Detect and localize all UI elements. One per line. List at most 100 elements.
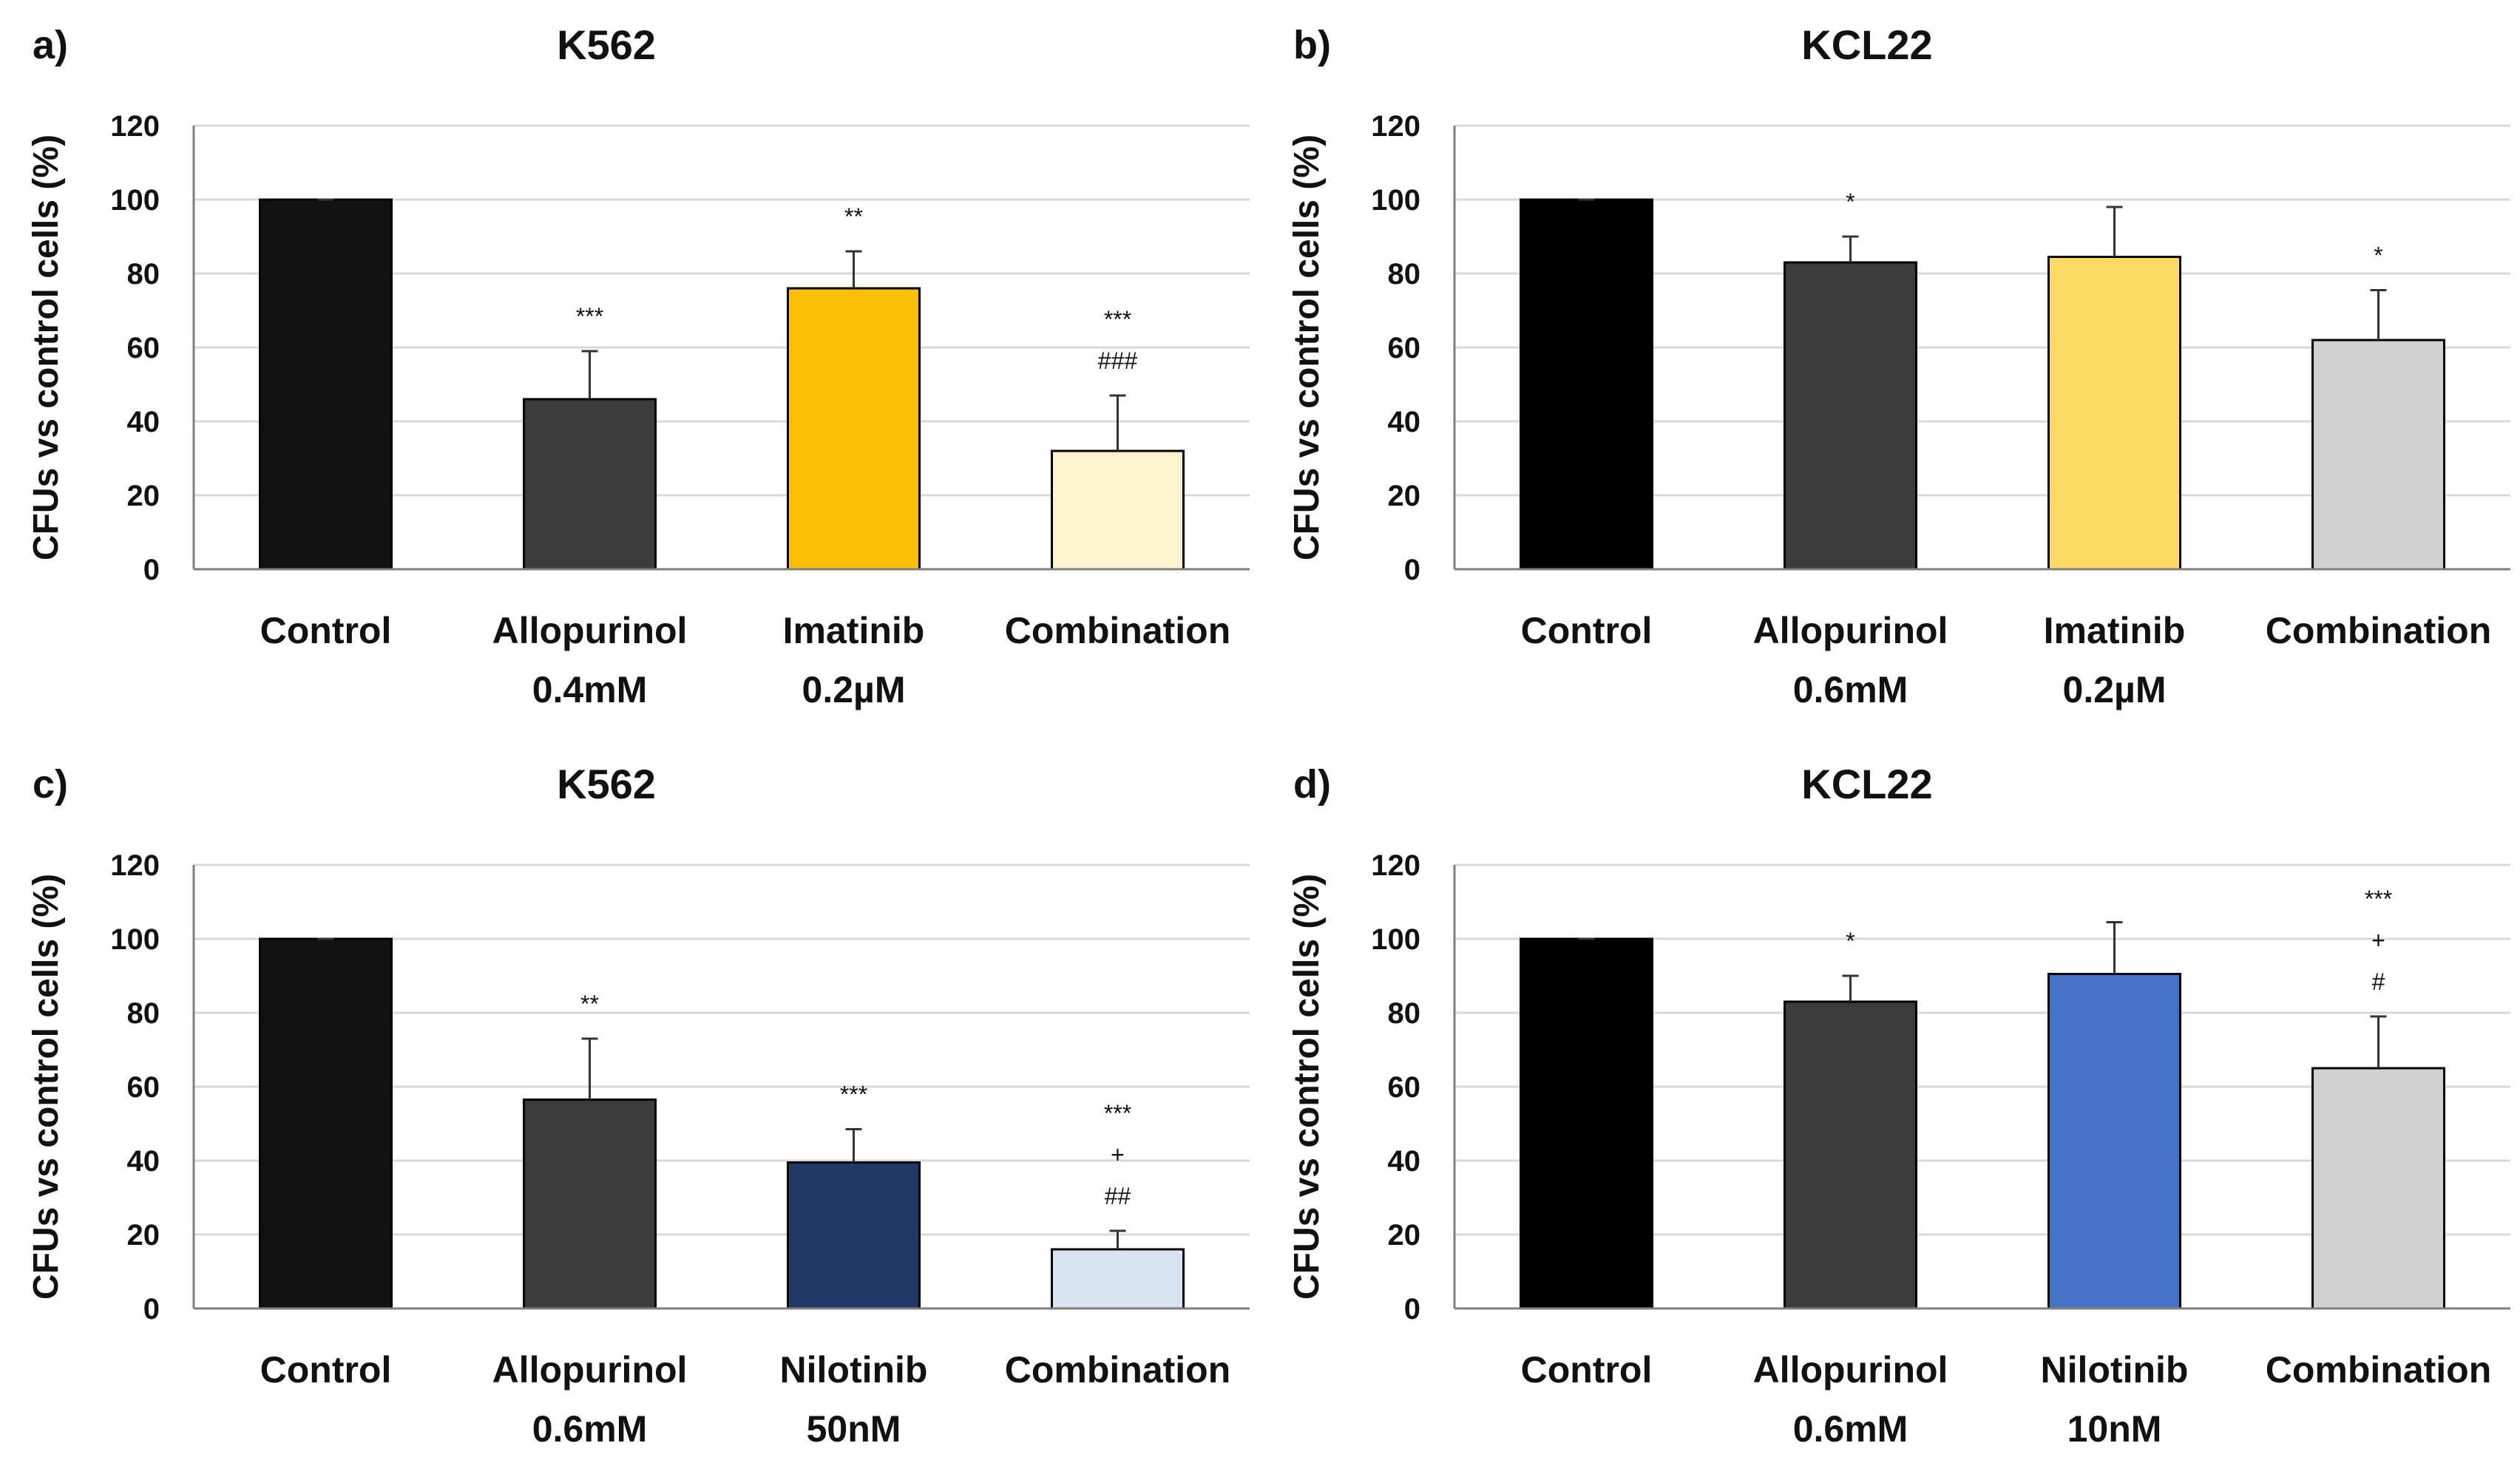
- y-tick-label: 80: [127, 997, 160, 1030]
- significance-label: +: [2371, 927, 2385, 954]
- x-category-label: Nilotinib: [780, 1349, 928, 1391]
- significance-label: ##: [1105, 1183, 1131, 1209]
- y-tick-label: 100: [1371, 184, 1420, 217]
- x-category-label: Control: [1521, 1349, 1653, 1391]
- significance-label: *: [2374, 242, 2382, 269]
- y-tick-label: 40: [127, 1145, 160, 1178]
- x-category-dose: 0.4mM: [532, 669, 648, 710]
- x-category-label: Control: [1521, 610, 1653, 651]
- chart-title: KCL22: [1801, 21, 1933, 68]
- y-tick-label: 100: [1371, 923, 1420, 956]
- x-category-label: Combination: [2266, 1349, 2492, 1391]
- x-category-label: Imatinib: [783, 610, 925, 651]
- bar: [259, 198, 393, 571]
- y-axis-label: CFUs vs control cells (%): [1287, 135, 1327, 560]
- y-tick-label: 40: [1388, 1145, 1421, 1178]
- y-tick-label: 40: [1388, 406, 1421, 438]
- x-category-label: Combination: [1005, 1349, 1231, 1391]
- x-category-dose: 0.6mM: [1793, 669, 1908, 710]
- y-tick-label: 80: [1388, 997, 1421, 1030]
- panel-letter: d): [1293, 762, 1331, 807]
- bar-chart-b: 0 20 40 60 80 100 120 CFUs vs control cells (%)…: [1287, 110, 2510, 710]
- significance-label: #: [2372, 968, 2385, 995]
- chart-title: KCL22: [1801, 761, 1933, 807]
- significance-label: **: [580, 991, 599, 1017]
- significance-label: +: [1111, 1141, 1125, 1168]
- panel-b: b) KCL22 0 20 40 60 80 100 120 CFUs vs control …: [1261, 0, 2518, 739]
- bar: [1520, 198, 1653, 571]
- x-category-dose: 0.6mM: [1793, 1408, 1908, 1450]
- y-tick-label: 120: [1371, 849, 1420, 882]
- bar: [2311, 1067, 2445, 1310]
- panel-letter: c): [33, 762, 69, 807]
- bar: [1051, 1248, 1185, 1310]
- y-tick-label: 20: [1388, 480, 1421, 512]
- y-tick-label: 20: [1388, 1219, 1421, 1252]
- bar: [1784, 1000, 1917, 1310]
- y-tick-label: 120: [110, 110, 160, 143]
- significance-label: ***: [2365, 886, 2392, 912]
- x-category-dose: 10nM: [2067, 1408, 2162, 1450]
- y-axis-label: CFUs vs control cells (%): [27, 135, 66, 560]
- x-category-label: Control: [260, 1349, 392, 1391]
- chart-title: K562: [557, 761, 656, 807]
- y-tick-label: 40: [127, 406, 160, 438]
- bar-chart-a: 0 20 40 60 80 100 120 CFUs vs control cells (%)…: [27, 110, 1250, 710]
- x-category-label: Allopurinol: [492, 1349, 688, 1391]
- x-category-label: Imatinib: [2044, 610, 2186, 651]
- y-tick-label: 100: [110, 923, 160, 956]
- bar-chart-d: 0 20 40 60 80 100 120 CFUs vs control cells (%)…: [1287, 849, 2510, 1450]
- y-tick-label: 100: [110, 184, 160, 217]
- y-tick-label: 20: [127, 480, 160, 512]
- significance-label: **: [844, 203, 863, 230]
- bar: [1784, 261, 1917, 571]
- bar: [787, 1161, 921, 1310]
- x-category-label: Nilotinib: [2041, 1349, 2189, 1391]
- y-tick-label: 0: [1404, 1293, 1420, 1325]
- y-tick-label: 80: [127, 258, 160, 291]
- bar: [523, 398, 657, 571]
- significance-label: ***: [576, 303, 603, 330]
- chart-title: K562: [557, 21, 656, 68]
- y-tick-label: 60: [127, 332, 160, 364]
- x-category-dose: 0.6mM: [532, 1408, 648, 1450]
- significance-label: ***: [1104, 1100, 1131, 1127]
- significance-label: *: [1846, 189, 1855, 215]
- x-category-label: Allopurinol: [1753, 1349, 1948, 1391]
- x-category-dose: 50nM: [807, 1408, 901, 1450]
- y-tick-label: 20: [127, 1219, 160, 1252]
- y-tick-label: 0: [143, 554, 160, 586]
- bar: [787, 287, 921, 571]
- x-category-label: Control: [260, 610, 392, 651]
- y-tick-label: 60: [127, 1071, 160, 1104]
- x-category-dose: 0.2µM: [802, 669, 906, 710]
- significance-label: *: [1846, 928, 1855, 954]
- bar: [2311, 339, 2445, 571]
- y-tick-label: 60: [1388, 332, 1421, 364]
- significance-label: ***: [840, 1082, 867, 1108]
- y-axis-label: CFUs vs control cells (%): [27, 874, 66, 1300]
- panel-d: d) KCL22 0 20 40 60 80 100 120 CFUs vs control …: [1261, 739, 2518, 1477]
- bar: [523, 1099, 657, 1310]
- bar: [2048, 256, 2181, 571]
- y-tick-label: 60: [1388, 1071, 1421, 1104]
- significance-label: ***: [1104, 306, 1131, 333]
- bar: [259, 937, 393, 1310]
- significance-label: ###: [1098, 347, 1138, 374]
- x-category-label: Combination: [2266, 610, 2492, 651]
- panel-letter: a): [33, 23, 69, 67]
- y-tick-label: 0: [1404, 554, 1420, 586]
- y-tick-label: 120: [110, 849, 160, 882]
- bar-chart-c: 0 20 40 60 80 100 120 CFUs vs control cells (%)…: [27, 849, 1250, 1450]
- y-axis-label: CFUs vs control cells (%): [1287, 874, 1327, 1300]
- x-category-label: Allopurinol: [492, 610, 688, 651]
- x-category-label: Allopurinol: [1753, 610, 1948, 651]
- bar: [2048, 973, 2181, 1310]
- x-category-label: Combination: [1005, 610, 1231, 651]
- x-category-dose: 0.2µM: [2063, 669, 2167, 710]
- bar: [1520, 937, 1653, 1310]
- y-tick-label: 80: [1388, 258, 1421, 291]
- panel-c: c) K562 0 20 40 60 80 100 120 CFUs vs control c…: [0, 739, 1257, 1477]
- y-tick-label: 120: [1371, 110, 1420, 143]
- panel-a: a) K562 0 20 40 60 80 100 120 CFUs vs control c…: [0, 0, 1257, 739]
